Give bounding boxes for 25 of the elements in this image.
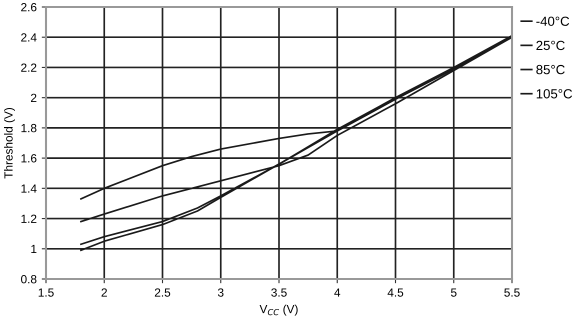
- y-tick-label: 0.8: [21, 275, 36, 284]
- y-tick-label: 1.6: [21, 154, 36, 163]
- legend-label: 25°C: [536, 40, 565, 50]
- x-tick-label: 4.5: [388, 288, 404, 297]
- legend-label: -40°C: [536, 16, 570, 26]
- y-tick-label: 1: [31, 244, 36, 254]
- x-axis-title: V$_{CC}$ (V): [260, 304, 298, 316]
- y-tick-label: 1.8: [21, 124, 36, 132]
- x-tick-label: 5.5: [504, 288, 520, 297]
- y-tick-label: 2: [31, 94, 36, 102]
- legend-label: 105°C: [536, 89, 572, 98]
- x-tick-label: 4: [334, 288, 340, 297]
- y-tick-label: 1.2: [21, 214, 36, 223]
- y-axis-title: Threshold (V): [4, 108, 15, 178]
- x-tick-label: 1.5: [38, 288, 54, 297]
- legend-label: 85°C: [536, 64, 565, 74]
- y-tick-label: 2.4: [21, 33, 37, 42]
- x-tick-label: 5: [450, 288, 457, 297]
- y-tick-label: 2.2: [21, 63, 36, 72]
- x-tick-label: 2.5: [154, 288, 170, 297]
- y-tick-label: 2.6: [21, 3, 36, 12]
- x-tick-label: 3: [218, 288, 224, 297]
- y-tick-label: 1.4: [21, 184, 37, 193]
- x-tick-label: 2: [102, 288, 107, 297]
- x-tick-label: 3.5: [271, 288, 287, 297]
